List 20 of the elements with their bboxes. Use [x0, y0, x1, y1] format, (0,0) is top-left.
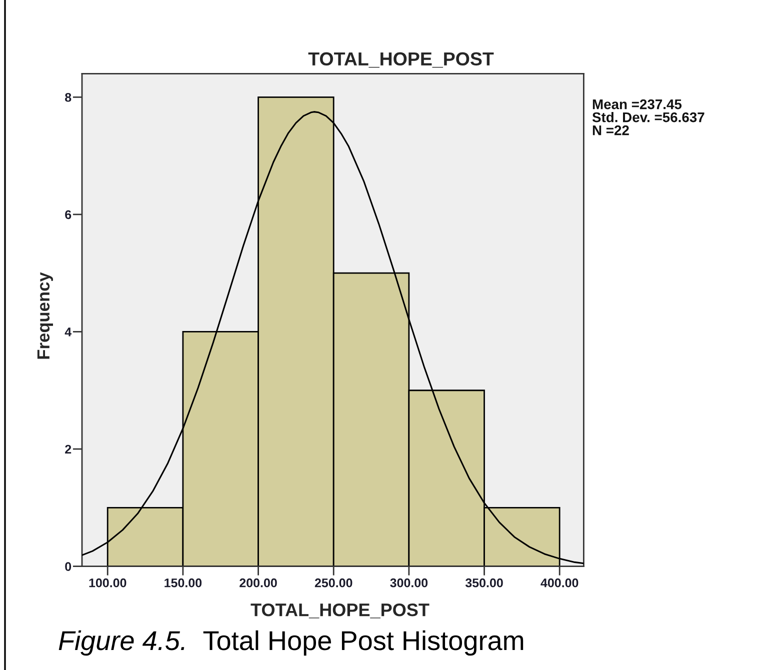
x-tick-label: 350.00: [465, 578, 503, 588]
text: Std. Dev. =56.637: [592, 112, 704, 122]
x-tick-label: 200.00: [240, 578, 277, 588]
x-axis-title: TOTAL_HOPE_POST: [250, 603, 430, 618]
x-tick-label: 150.00: [164, 578, 202, 588]
y-axis-title: Frequency: [37, 272, 53, 359]
y-tick-label: 6: [65, 210, 72, 220]
text: Total Hope Post Histogram: [203, 630, 524, 656]
text: N =22: [592, 125, 629, 136]
y-tick-label: 2: [65, 444, 72, 454]
caption: Figure 4.5.: [58, 630, 184, 656]
x-tick-label: 300.00: [390, 578, 428, 588]
text: Mean =237.45: [592, 99, 682, 110]
y-tick-label: 4: [64, 328, 72, 336]
x-tick-label: 400.00: [540, 578, 578, 588]
y-tick-label: 8: [65, 92, 72, 102]
y-tick-label: 0: [65, 562, 72, 571]
x-tick-label: 250.00: [314, 578, 352, 588]
chart-title: TOTAL_HOPE_POST: [308, 52, 494, 68]
x-tick-label: 100.00: [89, 578, 126, 588]
